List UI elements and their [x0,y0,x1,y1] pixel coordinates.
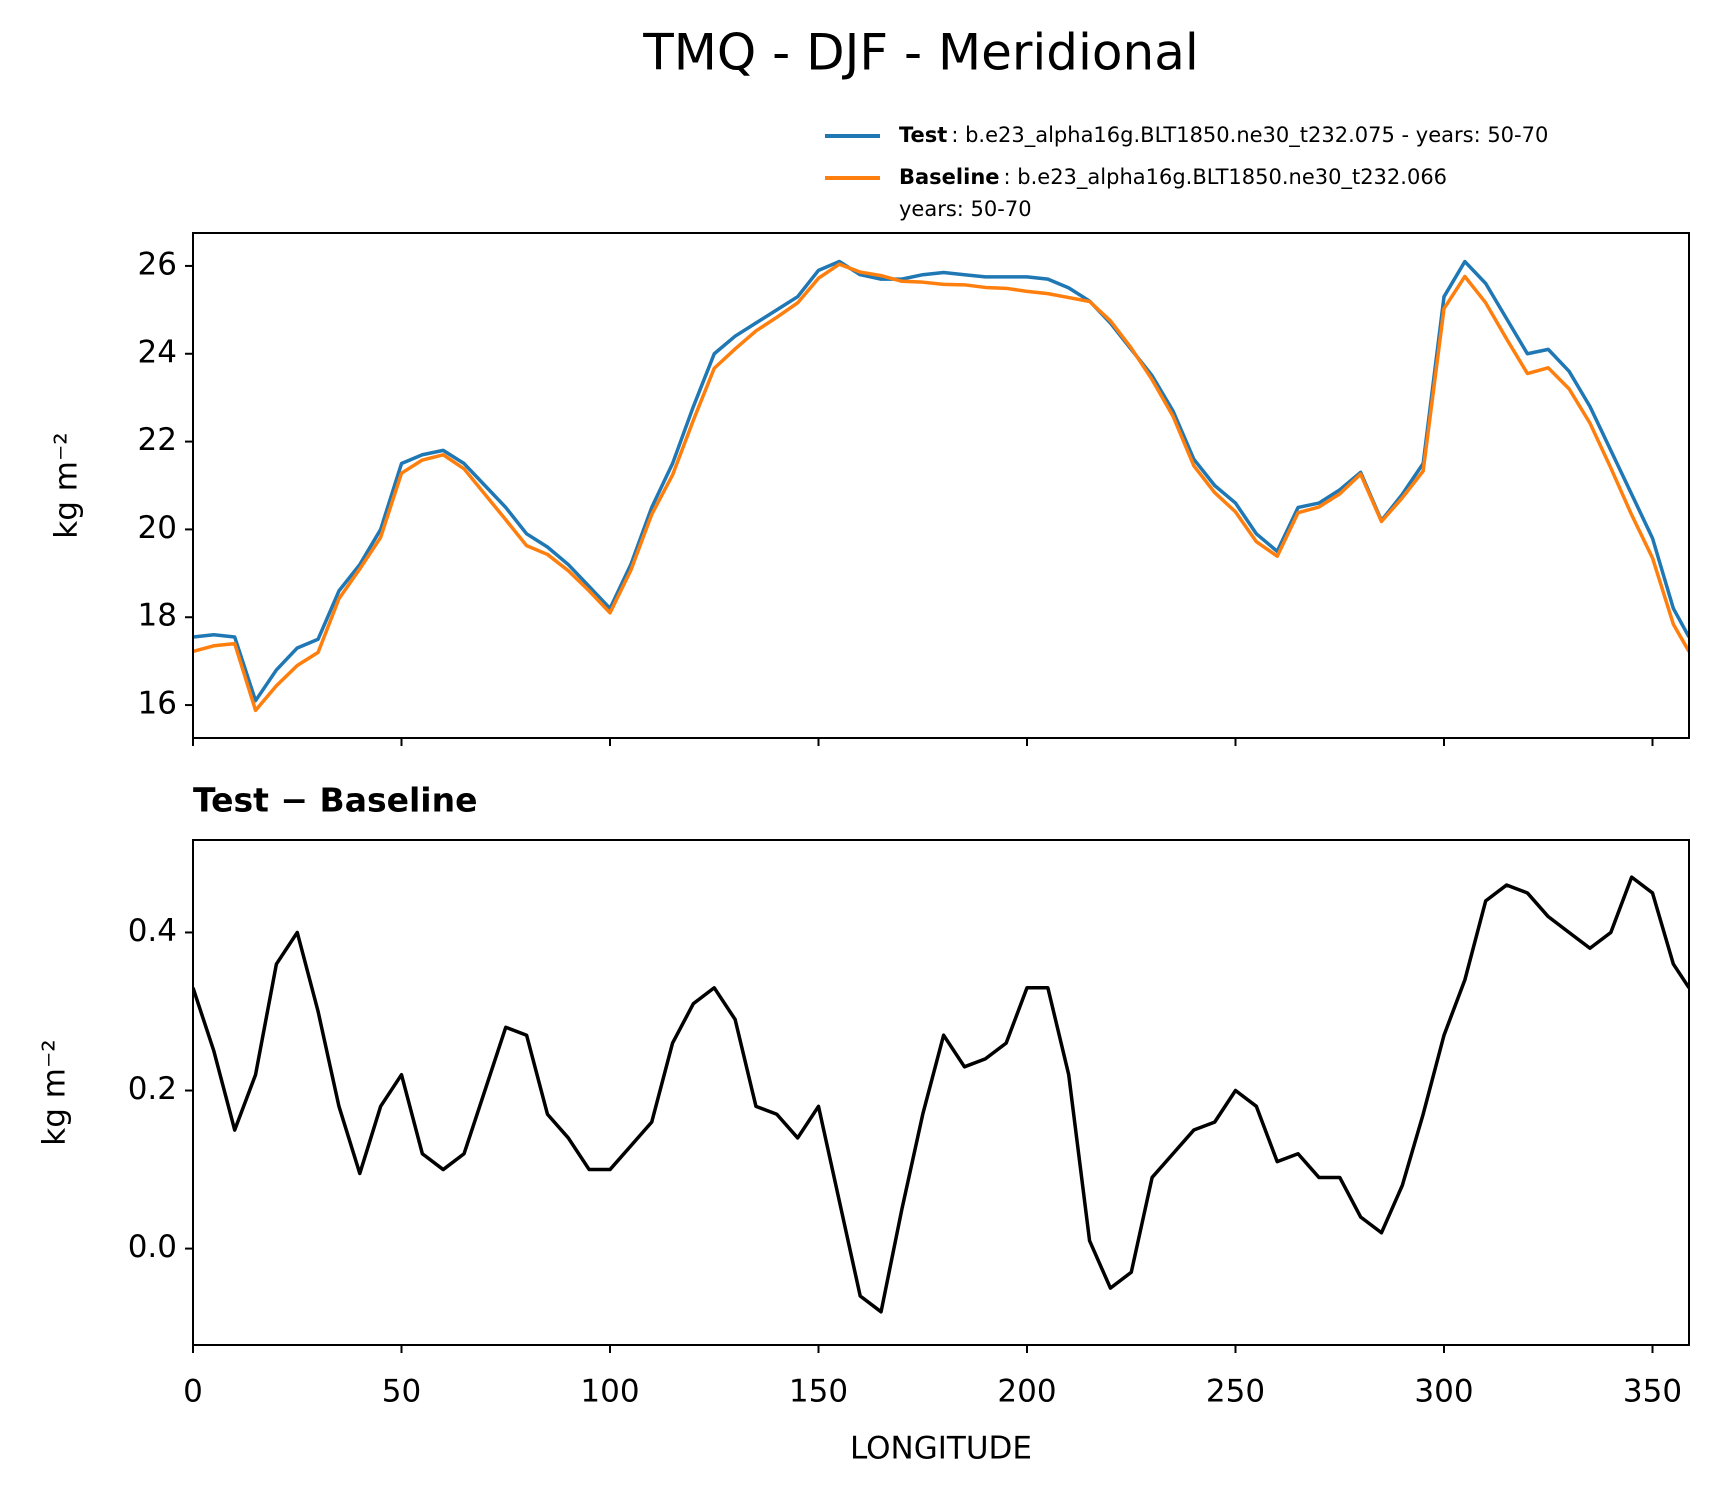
x-tick-label: 300 [1414,1374,1473,1410]
legend-label: Baseline [899,165,1000,189]
figure-title: TMQ - DJF - Meridional [642,24,1199,82]
panel-title: Test − Baseline [193,781,478,820]
y-tick-label: 22 [138,422,177,458]
legend-description: : b.e23_alpha16g.BLT1850.ne30_t232.075 -… [951,123,1548,148]
x-tick-label: 150 [789,1374,848,1410]
y-tick-label: 20 [138,510,177,546]
x-axis-label: LONGITUDE [850,1431,1032,1467]
x-tick-label: 200 [997,1374,1056,1410]
x-tick-label: 250 [1206,1374,1265,1410]
plot-frame [192,232,1690,739]
y-tick-label: 16 [138,686,177,722]
legend-label: Test [899,123,947,147]
y-tick-label: 18 [138,598,177,634]
y-tick-label: 0.0 [128,1229,177,1265]
legend-description: years: 50-70 [899,197,1032,221]
y-tick-label: 24 [138,334,177,370]
y-tick-label: 0.2 [128,1071,177,1107]
y-tick-label: 0.4 [128,913,177,949]
data-line [193,875,1689,1314]
x-tick-label: 0 [183,1374,203,1410]
x-tick-label: 100 [580,1374,639,1410]
legend-description: : b.e23_alpha16g.BLT1850.ne30_t232.066 [1004,165,1448,190]
data-line [193,259,1689,703]
y-tick-label: 26 [138,246,177,282]
y-axis-label: kg m⁻² [49,432,85,538]
y-axis-label: kg m⁻² [37,1039,73,1145]
data-line [193,262,1689,713]
x-tick-label: 50 [382,1374,421,1410]
plot-frame [192,839,1690,1346]
x-tick-label: 350 [1623,1374,1682,1410]
